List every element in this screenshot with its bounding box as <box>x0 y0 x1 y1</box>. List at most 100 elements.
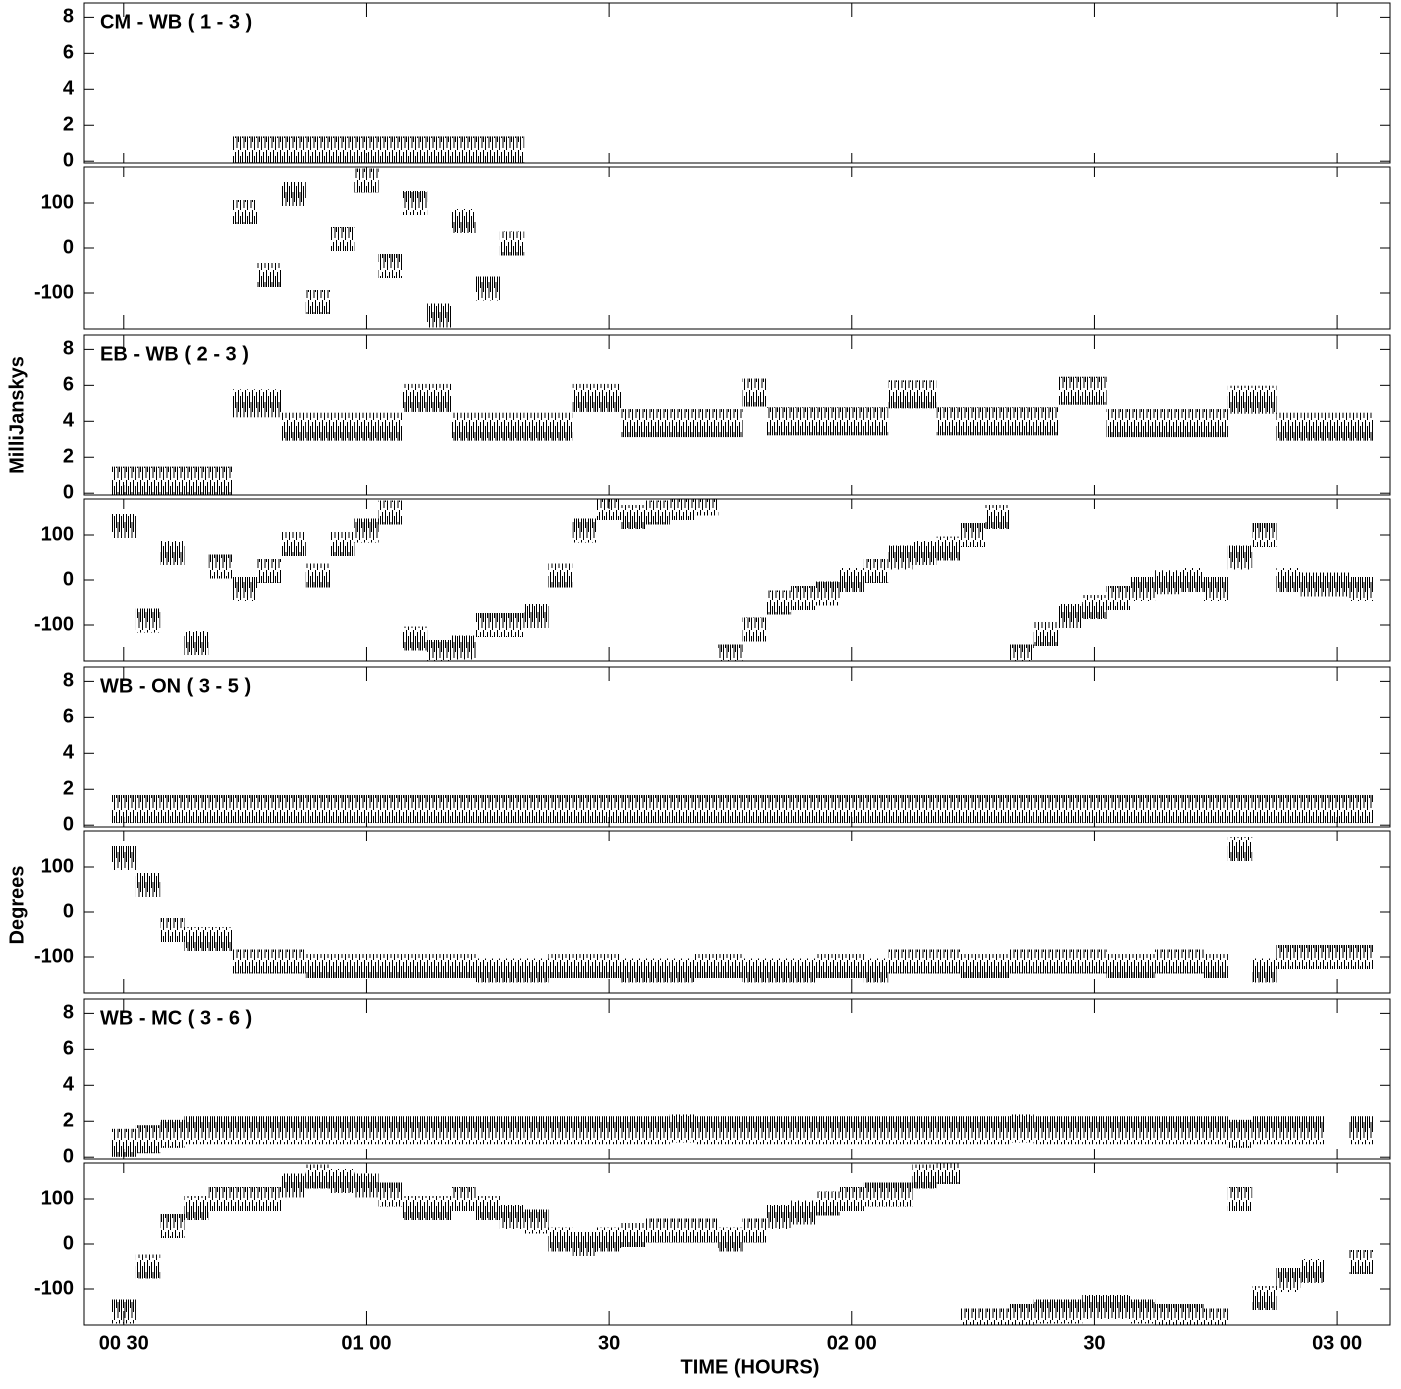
phase-point <box>888 1182 913 1207</box>
y-tick-label: 0 <box>63 236 74 258</box>
amplitude-point <box>1276 1116 1301 1145</box>
phase-point <box>281 949 306 974</box>
amplitude-point <box>791 795 816 824</box>
amplitude-point <box>1130 409 1156 438</box>
y-tick-label: 2 <box>63 114 74 136</box>
y-tick-label: 6 <box>63 374 74 396</box>
phase-point <box>1300 572 1325 597</box>
phase-point <box>257 949 282 974</box>
phase-point <box>572 954 597 978</box>
amplitude-point <box>1324 795 1350 824</box>
panel-frame <box>83 166 1391 330</box>
amplitude-point <box>475 795 500 824</box>
y-tick-label: -100 <box>34 1277 74 1299</box>
phase-point <box>669 1218 695 1243</box>
phase-point <box>232 949 258 974</box>
phase-point <box>742 1218 767 1243</box>
phase-point <box>596 499 622 520</box>
amplitude-point <box>1082 1116 1107 1145</box>
amplitude-point <box>791 407 816 436</box>
amplitude-point <box>1179 409 1204 438</box>
phase-point <box>208 927 233 951</box>
amplitude-point <box>1276 412 1301 441</box>
phase-point <box>1179 568 1204 592</box>
amplitude-point <box>330 795 355 824</box>
amplitude-point <box>305 136 331 163</box>
amplitude-point <box>1058 795 1083 824</box>
phase-point <box>402 191 428 215</box>
phase-point <box>645 958 670 983</box>
amplitude-point <box>912 380 937 409</box>
amplitude-point <box>548 795 573 824</box>
amplitude-point <box>1155 1116 1180 1145</box>
x-tick-label: 30 <box>1083 1332 1105 1354</box>
phase-point <box>912 1164 937 1189</box>
phase-point <box>766 590 792 615</box>
phase-point <box>1252 958 1277 983</box>
amplitude-point <box>645 1116 670 1145</box>
phase-point <box>475 613 500 637</box>
phase-point <box>791 1200 816 1225</box>
amplitude-point <box>135 795 161 824</box>
phase-point <box>1106 586 1131 610</box>
amplitude-point <box>645 409 670 438</box>
amplitude-point <box>427 136 452 163</box>
phase-point <box>1033 949 1059 974</box>
phase-point <box>985 954 1010 978</box>
phase-point <box>621 1223 646 1247</box>
phase-point <box>1276 1268 1301 1292</box>
amplitude-point <box>402 795 428 824</box>
phase-point <box>766 1205 792 1229</box>
phase-point <box>524 958 549 983</box>
y-tick-label: 2 <box>63 446 74 468</box>
phase-point <box>330 954 355 978</box>
amplitude-point <box>596 1116 622 1145</box>
amplitude-point <box>694 1116 719 1145</box>
y-tick-label: -100 <box>34 613 74 635</box>
amplitude-point <box>184 1116 209 1145</box>
phase-point <box>208 1187 233 1211</box>
y-tick-label: 6 <box>63 706 74 728</box>
amplitude-point <box>888 1116 913 1145</box>
y-tick-label: 0 <box>63 149 74 171</box>
phase-point <box>815 581 840 606</box>
amplitude-point <box>451 795 476 824</box>
phase-point <box>960 1308 986 1325</box>
amplitude-point <box>1033 407 1059 436</box>
amplitude-point <box>402 136 428 163</box>
amplitude-point <box>1106 795 1131 824</box>
amplitude-point <box>111 466 136 495</box>
phase-point <box>1106 1295 1131 1319</box>
amplitude-point <box>257 136 282 163</box>
amplitude-point <box>815 1116 840 1145</box>
amplitude-point <box>475 136 500 163</box>
phase-point <box>499 231 525 256</box>
phase-point <box>1179 1304 1204 1325</box>
amplitude-point <box>718 795 743 824</box>
phase-point <box>184 1196 209 1220</box>
amplitude-point <box>1300 1116 1325 1145</box>
phase-point <box>936 536 961 561</box>
amplitude-point <box>1252 1116 1277 1145</box>
amplitude-point <box>475 1116 500 1145</box>
amplitude-point <box>1009 795 1034 824</box>
phase-point <box>718 954 743 978</box>
amplitude-point <box>1276 795 1301 824</box>
panel-title: CM - WB ( 1 - 3 ) <box>100 11 252 33</box>
y-tick-label: 100 <box>41 523 74 545</box>
phase-point <box>839 954 864 978</box>
phase-point <box>1349 1250 1374 1274</box>
y-tick-label: 4 <box>63 410 75 432</box>
amplitude-point <box>427 1116 452 1145</box>
amplitude-point <box>1349 1116 1374 1145</box>
phase-point <box>257 559 282 583</box>
phase-point <box>1130 954 1156 978</box>
phase-point <box>669 499 695 520</box>
y-tick-label: 8 <box>63 670 74 692</box>
amplitude-point <box>208 1116 233 1145</box>
phase-point <box>160 541 185 565</box>
phase-point <box>305 290 331 314</box>
phase-point <box>232 1187 258 1211</box>
phase-point <box>839 568 864 592</box>
amplitude-point <box>912 1116 937 1145</box>
